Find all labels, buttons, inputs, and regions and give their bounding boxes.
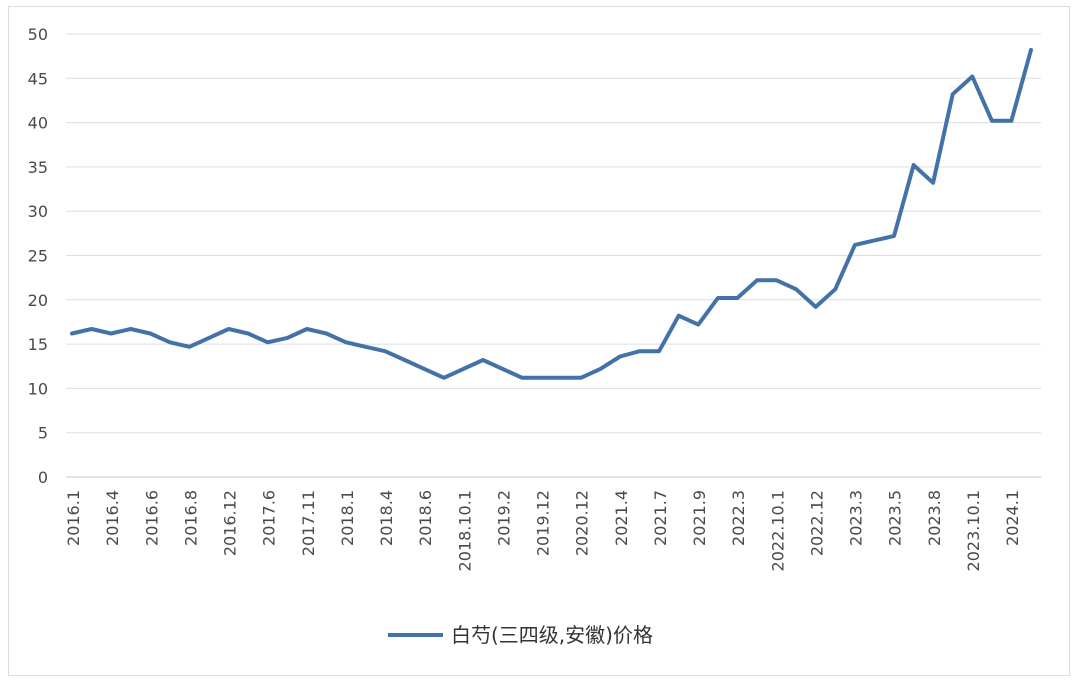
x-tick-label: 2018.4 (377, 490, 396, 546)
data-point (344, 340, 348, 344)
x-tick-label: 2019.12 (534, 490, 553, 556)
chart-frame (8, 6, 1070, 676)
x-tick-label: 2022.10.1 (768, 490, 787, 571)
y-tick-label: 50 (28, 25, 48, 44)
legend: 白芍(三四级,安徽)价格 (388, 623, 653, 647)
x-tick-label: 2021.9 (690, 490, 709, 546)
data-point (442, 376, 446, 380)
x-tick-label: 2018.6 (416, 490, 435, 546)
data-point (1009, 119, 1013, 123)
y-tick-label: 0 (38, 468, 48, 487)
y-tick-label: 10 (28, 379, 48, 398)
x-axis-ticks: 2016.1 2016.4 2016.6 2016.8 2016.12 2017.6 201… (64, 490, 1022, 571)
data-point (794, 287, 798, 291)
data-point (109, 331, 113, 335)
x-tick-label: 2020.12 (573, 490, 592, 556)
x-tick-label: 2021.7 (651, 490, 670, 546)
y-tick-label: 30 (28, 202, 48, 221)
data-point (540, 376, 544, 380)
data-point (951, 92, 955, 96)
x-tick-label: 2021.4 (612, 490, 631, 546)
y-tick-label: 15 (28, 335, 48, 354)
data-point (70, 331, 74, 335)
x-tick-label: 2017.11 (299, 490, 318, 556)
data-point (618, 355, 622, 359)
x-tick-label: 2016.4 (103, 490, 122, 546)
x-tick-label: 2018.10.1 (455, 490, 474, 571)
data-point (227, 327, 231, 331)
data-point (422, 367, 426, 371)
data-point (892, 234, 896, 238)
data-point (853, 243, 857, 247)
x-tick-label: 2016.8 (181, 490, 200, 546)
series-layer (70, 47, 1033, 380)
data-point (148, 331, 152, 335)
data-point (677, 314, 681, 318)
legend-label: 白芍(三四级,安徽)价格 (451, 623, 653, 647)
y-tick-label: 45 (28, 69, 48, 88)
data-point (187, 345, 191, 349)
data-point (579, 376, 583, 380)
data-point (1029, 48, 1033, 52)
x-tick-label: 2016.6 (142, 490, 161, 546)
y-tick-label: 40 (28, 114, 48, 133)
data-point (775, 278, 779, 282)
x-tick-label: 2019.2 (494, 490, 513, 546)
gridlines (66, 33, 1041, 478)
y-tick-label: 25 (28, 247, 48, 266)
y-tick-label: 5 (38, 424, 48, 443)
x-tick-label: 2016.1 (64, 490, 83, 546)
data-point (970, 75, 974, 79)
series-line (70, 47, 1033, 380)
data-point (207, 336, 211, 340)
y-tick-label: 20 (28, 291, 48, 310)
x-tick-label: 2022.12 (807, 490, 826, 556)
data-point (638, 349, 642, 353)
data-point (285, 336, 289, 340)
x-tick-label: 2024.1 (1003, 490, 1022, 546)
data-point (735, 296, 739, 300)
data-point (364, 345, 368, 349)
data-point (90, 327, 94, 331)
data-point (814, 305, 818, 309)
data-point (501, 367, 505, 371)
x-tick-label: 2023.3 (847, 490, 866, 546)
data-point (872, 238, 876, 242)
x-tick-label: 2022.3 (729, 490, 748, 546)
y-tick-label: 35 (28, 158, 48, 177)
data-point (755, 278, 759, 282)
x-tick-label: 2018.1 (338, 490, 357, 546)
data-point (324, 331, 328, 335)
x-tick-label: 2017.6 (260, 490, 279, 546)
data-point (266, 340, 270, 344)
data-point (383, 349, 387, 353)
x-tick-label: 2023.8 (925, 490, 944, 546)
data-point (696, 323, 700, 327)
data-point (168, 340, 172, 344)
data-point (461, 367, 465, 371)
data-point (403, 358, 407, 362)
data-point (559, 376, 563, 380)
data-point (246, 331, 250, 335)
x-tick-label: 2016.12 (221, 490, 240, 556)
x-tick-label: 2023.10.1 (964, 490, 983, 571)
data-point (657, 349, 661, 353)
data-point (912, 163, 916, 167)
data-point (305, 327, 309, 331)
data-point (598, 367, 602, 371)
data-point (931, 181, 935, 185)
data-point (716, 296, 720, 300)
data-point (833, 287, 837, 291)
data-point (481, 358, 485, 362)
x-tick-label: 2023.5 (886, 490, 905, 546)
data-point (520, 376, 524, 380)
y-axis-ticks: 0 5 10 15 20 25 30 35 40 45 50 (28, 25, 48, 487)
data-point (129, 327, 133, 331)
data-point (990, 119, 994, 123)
